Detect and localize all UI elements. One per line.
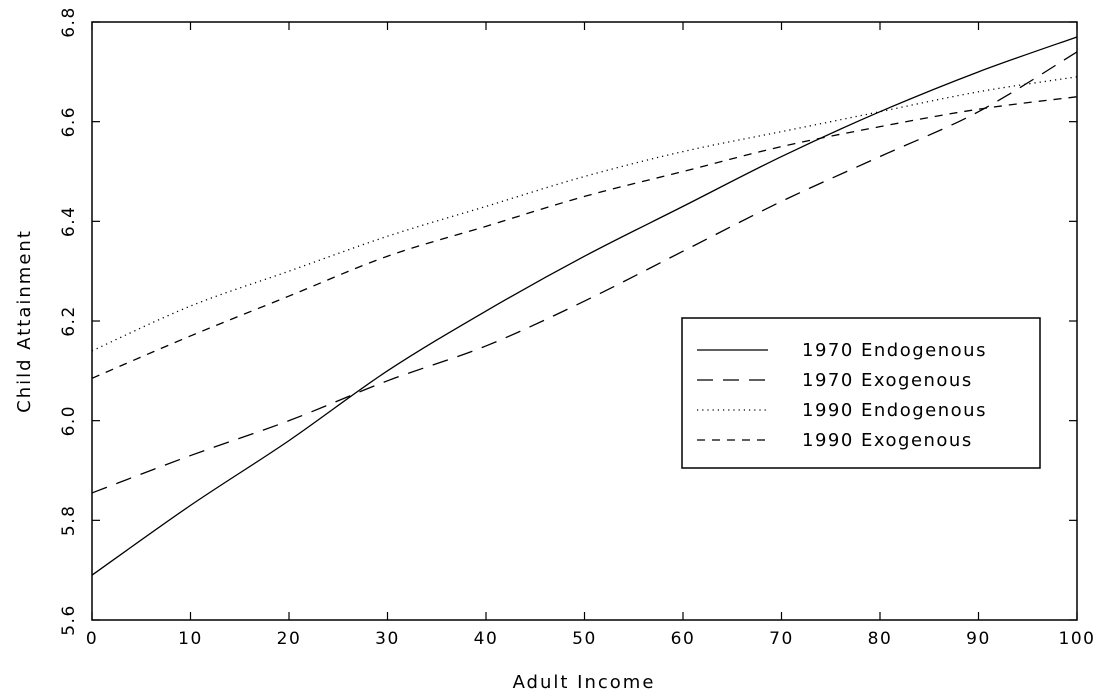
y-tick-label: 6.6	[59, 106, 79, 138]
x-tick-label: 70	[769, 629, 794, 649]
series-line-1990-exogenous	[91, 96, 1078, 379]
y-tick-label: 6.0	[59, 405, 79, 437]
x-tick-label: 50	[572, 629, 597, 649]
axis-ticks	[91, 21, 1078, 621]
legend-label-1970-endogenous: 1970 Endogenous	[802, 340, 987, 361]
x-tick-label: 80	[868, 629, 893, 649]
y-tick-label: 6.8	[59, 6, 79, 38]
series-line-1990-endogenous	[91, 76, 1078, 352]
series-line-1970-exogenous	[91, 51, 1078, 494]
series-line-1970-endogenous	[91, 36, 1078, 576]
y-tick-label: 5.8	[59, 505, 79, 537]
x-tick-label: 30	[375, 629, 400, 649]
x-tick-label: 40	[474, 629, 499, 649]
x-tick-label: 100	[1059, 629, 1096, 649]
legend: 1970 Endogenous 1970 Exogenous 1990 Endo…	[681, 317, 1041, 469]
legend-label-1990-exogenous: 1990 Exogenous	[802, 430, 973, 451]
x-tick-label: 90	[966, 629, 991, 649]
x-tick-label: 20	[277, 629, 302, 649]
x-tick-label: 60	[671, 629, 696, 649]
y-tick-label: 5.6	[59, 604, 79, 636]
y-tick-label: 6.4	[59, 206, 79, 238]
axis-tick-labels: 0 10 20 30 40 50 60 70 80 90 100 5.6 5.8 6.0 6.2 6.4 6.6…	[59, 6, 1096, 649]
legend-label-1990-endogenous: 1990 Endogenous	[802, 400, 987, 421]
legend-box	[681, 317, 1041, 469]
x-tick-label: 10	[178, 629, 203, 649]
x-tick-label: 0	[86, 629, 98, 649]
y-axis-title: Child Attainment	[14, 229, 35, 413]
legend-label-1970-exogenous: 1970 Exogenous	[802, 370, 973, 391]
x-axis-title: Adult Income	[513, 672, 656, 693]
series-lines	[91, 36, 1078, 576]
y-tick-label: 6.2	[59, 305, 79, 337]
